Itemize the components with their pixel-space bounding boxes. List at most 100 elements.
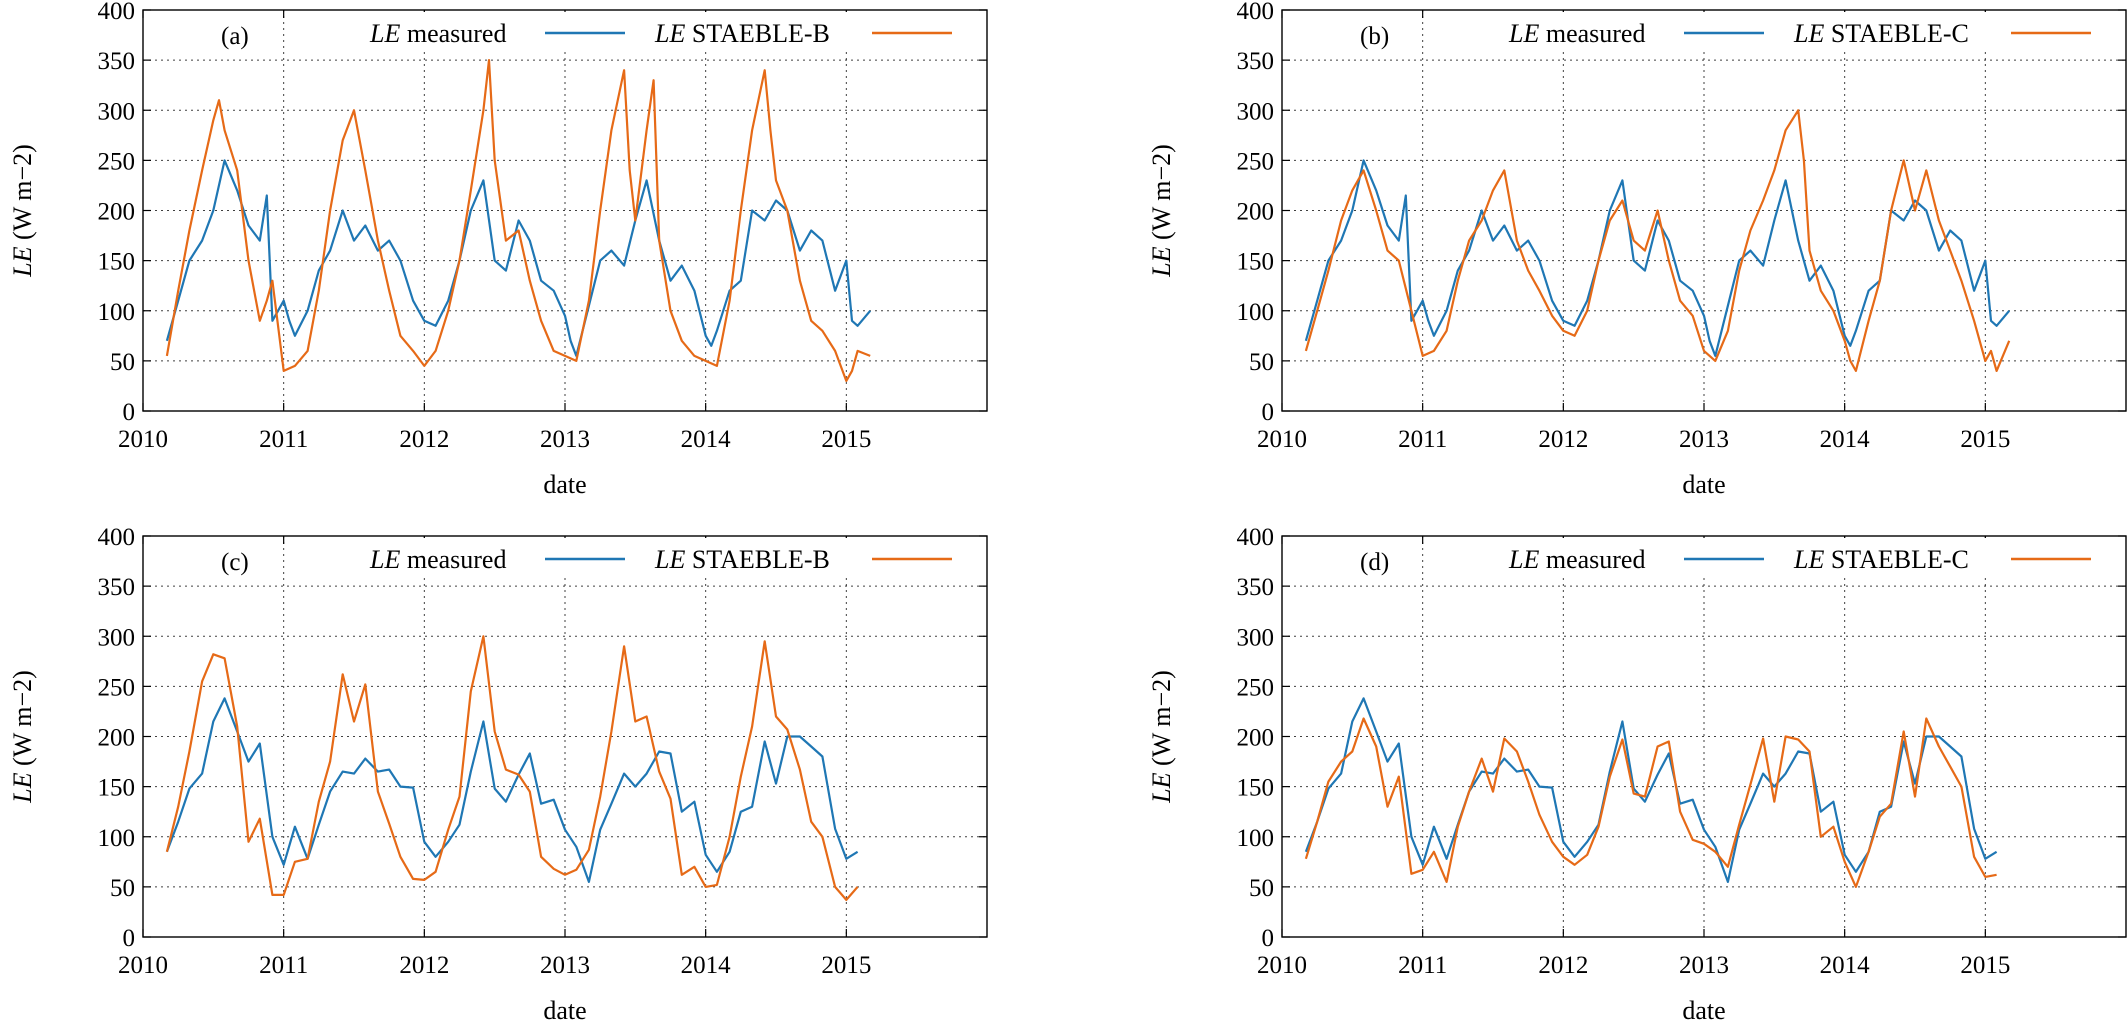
x-axis-label: date (1682, 470, 1725, 499)
x-tick-label: 2014 (1820, 426, 1871, 453)
legend-entry-label: STAEBLE-C (1824, 19, 1969, 48)
legend-entry-variable: LE (654, 545, 685, 574)
x-tick-label: 2015 (821, 426, 871, 453)
series-line-measured (165, 697, 859, 884)
y-tick-label: 100 (1237, 299, 1275, 326)
panel-label: (b) (1360, 23, 1389, 50)
legend-entry-text: LE STAEBLE-C (1793, 19, 1969, 48)
y-tick-label: 350 (1237, 48, 1275, 75)
y-tick-label: 400 (1237, 524, 1275, 551)
x-tick-label: 2012 (399, 426, 449, 453)
legend-entry-label: measured (1539, 19, 1645, 48)
x-tick-label: 2010 (1257, 426, 1307, 453)
y-tick-label: 200 (1237, 199, 1275, 226)
y-tick-label: 300 (1237, 98, 1275, 125)
y-tick-label: 300 (98, 624, 136, 651)
x-tick-label: 2010 (118, 952, 168, 979)
plot-frame (142, 535, 988, 938)
legend-entry-text: LE STAEBLE-C (1793, 545, 1969, 574)
y-axis-label: LE (W m−2) (8, 144, 37, 278)
y-tick-label: 250 (1237, 674, 1275, 701)
series-line-staeble-b (165, 58, 871, 382)
y-axis-label: LE (W m−2) (8, 670, 37, 804)
y-axis-label-variable: LE (8, 772, 37, 803)
y-axis-label-variable: LE (1147, 772, 1176, 803)
legend-entry-variable: LE (1508, 545, 1539, 574)
y-tick-label: 50 (1249, 875, 1274, 902)
legend-background (308, 538, 972, 578)
legend-background (1447, 12, 2111, 52)
plot-frame (1281, 9, 2127, 412)
legend-entry-text: LE measured (369, 545, 506, 574)
legend-background (308, 12, 972, 52)
x-tick-label: 2013 (1679, 426, 1729, 453)
x-tick-label: 2015 (1960, 952, 2010, 979)
panel-label: (a) (221, 23, 249, 50)
x-tick-label: 2015 (821, 952, 871, 979)
x-tick-label: 2011 (1398, 952, 1447, 979)
legend-entry-label: STAEBLE-B (685, 545, 830, 574)
x-tick-label: 2013 (540, 426, 590, 453)
series-line-staeble-c (1304, 717, 1997, 889)
y-tick-label: 250 (1237, 148, 1275, 175)
y-tick-label: 250 (98, 148, 136, 175)
y-tick-label: 0 (123, 399, 136, 426)
x-axis-label: date (543, 996, 586, 1021)
legend-entry-variable: LE (369, 19, 400, 48)
y-tick-label: 400 (98, 0, 136, 25)
legend-entry-label: STAEBLE-C (1824, 545, 1969, 574)
legend-entry-variable: LE (369, 545, 400, 574)
x-tick-label: 2012 (399, 952, 449, 979)
legend-entry-label: measured (400, 545, 506, 574)
chart-panel-b: 2010 2011 2012 2013 2014 2015 0 50 100 150 200 250 3… (1147, 0, 2127, 499)
x-tick-label: 2014 (1820, 952, 1871, 979)
y-axis-label-unit: (W m−2) (8, 144, 37, 240)
y-tick-label: 50 (1249, 349, 1274, 376)
y-axis-label-unit: (W m−2) (8, 670, 37, 766)
y-tick-label: 150 (1237, 249, 1275, 276)
plot-frame (1281, 535, 2127, 938)
legend-entry-variable: LE (1508, 19, 1539, 48)
x-axis-label: date (543, 470, 586, 499)
y-tick-label: 350 (98, 48, 136, 75)
y-tick-label: 400 (1237, 0, 1275, 25)
y-tick-label: 250 (98, 674, 136, 701)
y-tick-label: 400 (98, 524, 136, 551)
chart-panel-a: 2010 2011 2012 2013 2014 2015 0 50 100 150 200 250 3… (8, 0, 988, 499)
legend-entry-text: LE STAEBLE-B (654, 19, 830, 48)
x-tick-label: 2012 (1538, 426, 1588, 453)
plot-frame (142, 9, 988, 412)
y-tick-label: 150 (98, 775, 136, 802)
series-line-staeble-c (1304, 109, 2011, 372)
x-tick-label: 2011 (259, 426, 308, 453)
y-tick-label: 100 (1237, 825, 1275, 852)
panel-label: (d) (1360, 549, 1389, 576)
y-axis-label-variable: LE (1147, 246, 1176, 277)
x-tick-label: 2012 (1538, 952, 1588, 979)
legend-entry-label: measured (400, 19, 506, 48)
legend-entry-label: measured (1539, 545, 1645, 574)
y-axis-label-unit: (W m−2) (1147, 144, 1176, 240)
legend-entry-text: LE measured (369, 19, 506, 48)
y-axis-label-unit: (W m−2) (1147, 670, 1176, 766)
x-tick-label: 2014 (681, 952, 732, 979)
x-axis-label: date (1682, 996, 1725, 1021)
y-tick-label: 350 (1237, 574, 1275, 601)
y-tick-label: 50 (110, 349, 135, 376)
legend-entry-variable: LE (654, 19, 685, 48)
y-tick-label: 100 (98, 299, 136, 326)
panel-label: (c) (221, 549, 249, 576)
y-axis-label: LE (W m−2) (1147, 144, 1176, 278)
y-tick-label: 350 (98, 574, 136, 601)
chart-panel-c: 2010 2011 2012 2013 2014 2015 0 50 100 150 200 250 3… (8, 524, 988, 1021)
y-tick-label: 200 (1237, 725, 1275, 752)
legend-entry-variable: LE (1793, 545, 1824, 574)
y-tick-label: 300 (98, 98, 136, 125)
series-line-measured (1304, 159, 2011, 357)
legend-entry-text: LE measured (1508, 545, 1645, 574)
x-tick-label: 2015 (1960, 426, 2010, 453)
legend-entry-text: LE STAEBLE-B (654, 545, 830, 574)
x-tick-label: 2013 (540, 952, 590, 979)
y-tick-label: 200 (98, 199, 136, 226)
